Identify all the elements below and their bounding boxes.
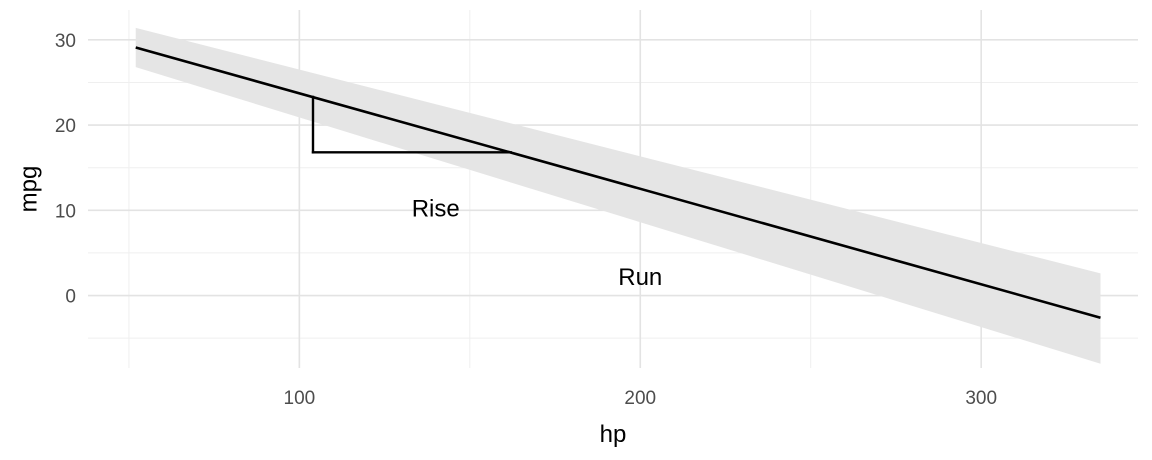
x-tick-label: 200 (624, 388, 656, 409)
x-axis-ticks: 100 200 300 (284, 388, 998, 409)
x-tick-label: 300 (965, 388, 997, 409)
annotation-rise: Rise (412, 196, 460, 223)
y-tick-label: 10 (55, 201, 76, 222)
regression-line-layer (135, 46, 1101, 319)
confidence-band-layer (135, 27, 1101, 364)
annotation-run: Run (618, 264, 662, 291)
y-tick-label: 20 (55, 116, 76, 137)
y-tick-label: 0 (65, 287, 76, 308)
annotations: Rise Run (412, 196, 663, 291)
x-tick-label: 100 (284, 388, 316, 409)
y-tick-label: 30 (55, 31, 76, 52)
confidence-band (135, 27, 1101, 364)
y-axis-ticks: 0 10 20 30 (55, 31, 76, 308)
x-axis-title: hp (600, 421, 627, 448)
rise-run-triangle (311, 95, 512, 154)
regression-line (135, 46, 1101, 319)
y-axis-title: mpg (15, 166, 42, 213)
